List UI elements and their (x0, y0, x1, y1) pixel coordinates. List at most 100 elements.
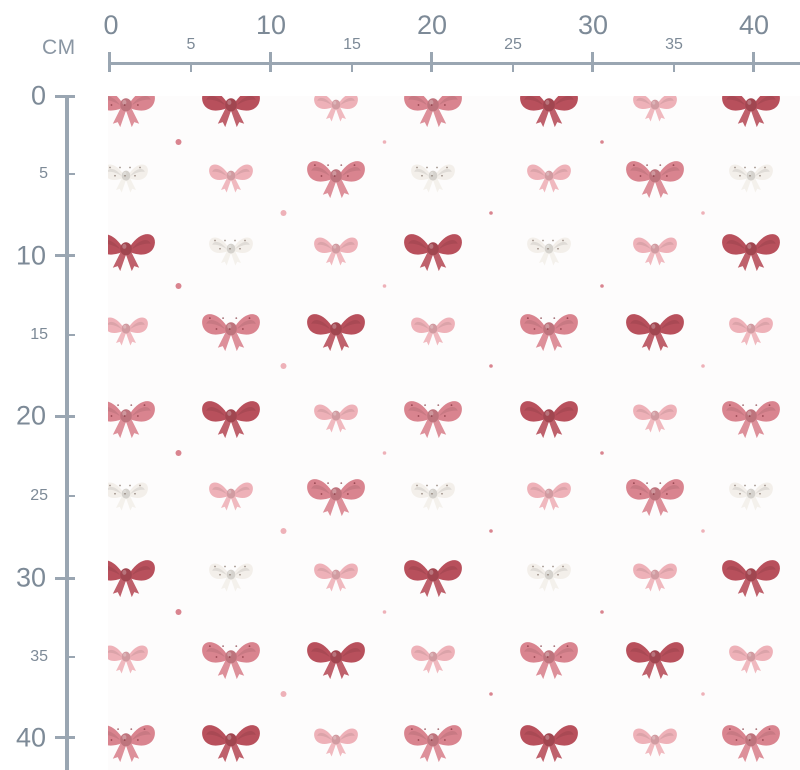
polka-dot (701, 364, 705, 368)
bow-icon (411, 482, 455, 511)
v-label-15: 15 (30, 326, 48, 343)
bow-icon (729, 164, 773, 193)
polka-dot (382, 284, 387, 288)
h-label-20: 20 (416, 10, 448, 40)
bow-icon (520, 642, 578, 680)
h-label-0: 0 (103, 10, 119, 40)
v-tick-major (55, 415, 75, 418)
polka-dot (175, 139, 182, 145)
h-tick-minor (190, 62, 192, 72)
v-label-5: 5 (39, 165, 48, 182)
bow-icon (722, 725, 780, 763)
bow-icon (722, 401, 780, 439)
v-label-10: 10 (15, 240, 46, 271)
bow-icon (520, 314, 578, 352)
bow-icon (527, 237, 571, 266)
v-label-25: 25 (30, 487, 48, 504)
bow-icon (202, 314, 260, 352)
v-tick-major (55, 577, 75, 580)
bow-icon (314, 728, 358, 757)
bow-icon (626, 314, 684, 352)
polka-dot (600, 140, 604, 144)
h-label-35: 35 (665, 36, 683, 53)
bow-icon (404, 96, 462, 128)
v-tick-minor (65, 656, 75, 658)
bow-icon (209, 482, 253, 511)
bow-icon (209, 237, 253, 266)
vertical-ruler-line (65, 96, 69, 770)
polka-dot (280, 528, 287, 534)
polka-dot (701, 692, 705, 696)
bow-icon (411, 645, 455, 674)
bow-icon (202, 642, 260, 680)
polka-dot (600, 284, 604, 288)
h-tick-minor (673, 62, 675, 72)
bow-icon (314, 237, 358, 266)
bow-icon (209, 563, 253, 592)
h-tick-major (269, 52, 272, 72)
bow-icon (520, 725, 578, 763)
bow-icon (633, 237, 677, 266)
bow-icon (633, 96, 677, 122)
h-tick-minor (512, 62, 514, 72)
h-tick-minor (351, 62, 353, 72)
bow-icon (404, 725, 462, 763)
bow-icon (314, 563, 358, 592)
v-label-20: 20 (15, 400, 46, 431)
v-tick-minor (65, 334, 75, 336)
bow-icon (202, 725, 260, 763)
polka-dot (175, 283, 182, 289)
v-tick-major (55, 736, 75, 739)
polka-dot (280, 691, 287, 697)
h-tick-major (108, 52, 111, 72)
v-tick-major (55, 254, 75, 257)
bow-icon (108, 482, 148, 511)
v-label-30: 30 (15, 562, 46, 593)
polka-dot (701, 211, 705, 215)
polka-dot (175, 609, 182, 615)
bow-pattern (108, 96, 780, 763)
bow-icon (209, 164, 253, 193)
h-label-30: 30 (577, 10, 609, 40)
bow-icon (307, 642, 365, 680)
polka-dot (382, 451, 387, 455)
bow-icon (108, 725, 155, 763)
bow-icon (722, 560, 780, 598)
bow-icon (108, 96, 155, 128)
bow-icon (108, 560, 155, 598)
polka-dot (600, 451, 604, 455)
v-tick-minor (65, 495, 75, 497)
bow-icon (626, 642, 684, 680)
bow-icon (729, 645, 773, 674)
bow-icon (626, 161, 684, 199)
horizontal-ruler-line (108, 62, 800, 65)
polka-dot (280, 363, 287, 369)
bow-icon (307, 161, 365, 199)
bow-icon (202, 96, 260, 128)
bow-icon (527, 164, 571, 193)
polka-dot (489, 211, 493, 215)
h-tick-major (591, 52, 594, 72)
v-label-40: 40 (15, 722, 46, 753)
h-label-10: 10 (255, 10, 287, 40)
ruler-unit-label: CM (42, 36, 76, 59)
bow-icon (729, 317, 773, 346)
polka-dot (489, 692, 493, 696)
bow-icon (520, 401, 578, 439)
bow-icon (108, 401, 155, 439)
bow-icon (108, 234, 155, 272)
h-tick-major (430, 52, 433, 72)
bow-icon (411, 317, 455, 346)
bow-icon (633, 563, 677, 592)
v-label-35: 35 (30, 648, 48, 665)
polka-dot (600, 610, 604, 614)
h-label-25: 25 (504, 36, 522, 53)
bow-icon (108, 645, 148, 674)
bow-icon (307, 314, 365, 352)
polka-dot (382, 610, 387, 614)
bow-icon (108, 317, 148, 346)
bow-icon (411, 164, 455, 193)
bow-icon (633, 728, 677, 757)
polka-dot (280, 210, 287, 216)
